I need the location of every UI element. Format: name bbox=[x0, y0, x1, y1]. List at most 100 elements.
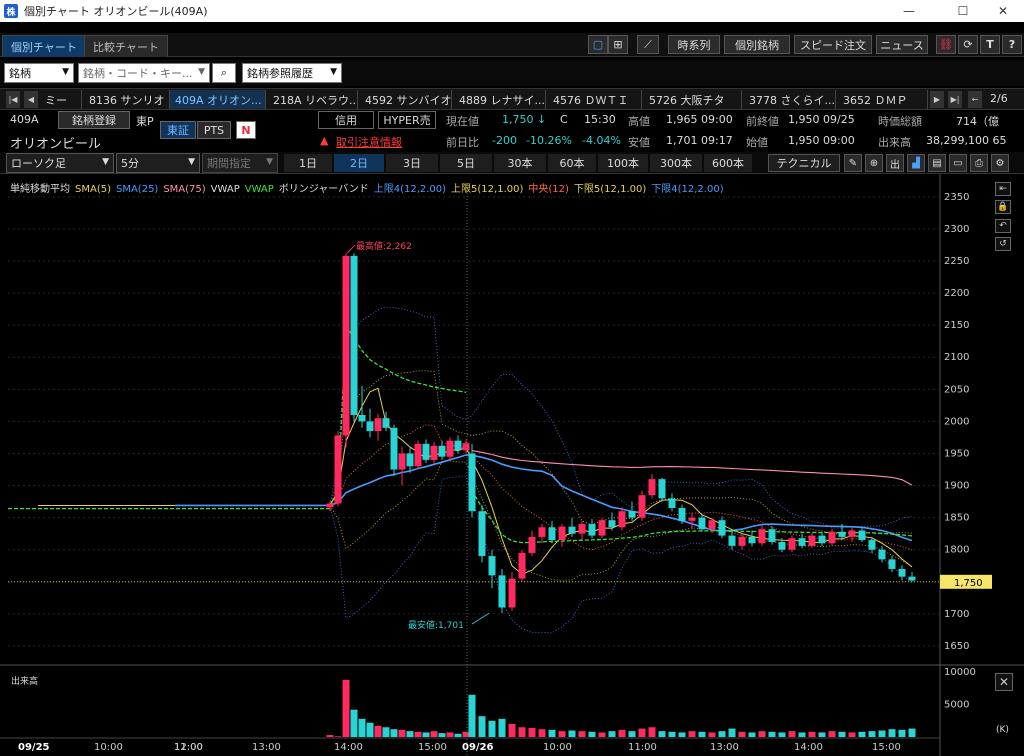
candle-type-select[interactable]: ローソク足 ▼ bbox=[6, 153, 114, 173]
period-select[interactable]: 期間指定 ▼ bbox=[202, 153, 278, 173]
stock-tab-active[interactable]: 409A オリオン... bbox=[170, 90, 266, 109]
candle-body bbox=[888, 559, 896, 569]
stock-tab[interactable]: 3652 ＤＭＰ bbox=[838, 90, 928, 109]
market-tab-tse[interactable]: 東証 bbox=[160, 121, 196, 139]
grid-layout-icon[interactable]: ⊞ bbox=[608, 35, 628, 54]
search-type-label: 銘柄 bbox=[9, 67, 31, 80]
range-3d[interactable]: 3日 bbox=[386, 154, 438, 172]
candle-body bbox=[334, 435, 342, 504]
register-stock-button[interactable]: 銘柄登録 bbox=[58, 111, 130, 129]
volume-bar bbox=[558, 731, 566, 737]
save-icon[interactable]: ▤ bbox=[928, 154, 946, 172]
low-label: 安値 bbox=[628, 136, 650, 149]
search-type-select[interactable]: 銘柄 ▼ bbox=[4, 63, 74, 83]
scroll-top-icon[interactable]: ⇤ bbox=[995, 182, 1011, 196]
volume-toggle-icon[interactable]: 出 bbox=[886, 154, 904, 172]
candle-body bbox=[342, 255, 350, 436]
stock-tab[interactable]: 4889 レナサイ... bbox=[454, 90, 546, 109]
candle-body bbox=[446, 440, 454, 457]
next-icon[interactable]: ▶ bbox=[930, 91, 944, 108]
x-tick-label: 14:00 bbox=[334, 742, 363, 753]
sma25-line bbox=[329, 454, 913, 542]
y-tick-label: 1850 bbox=[944, 513, 969, 524]
stock-tab[interactable]: 4592 サンバイオ bbox=[360, 90, 452, 109]
page-indicator: 2/6 bbox=[990, 92, 1008, 105]
range-5d[interactable]: 5日 bbox=[440, 154, 492, 172]
nikkei-logo-icon[interactable]: N bbox=[236, 121, 256, 139]
speed-order-button[interactable]: スピード注文 bbox=[794, 35, 872, 54]
first-page-icon[interactable]: |◀ bbox=[6, 91, 20, 108]
range-100[interactable]: 100本 bbox=[598, 154, 648, 172]
settings-icon[interactable]: ⚙ bbox=[991, 154, 1009, 172]
range-60[interactable]: 60本 bbox=[548, 154, 596, 172]
help-icon[interactable]: ? bbox=[1002, 35, 1022, 54]
tab-compare-chart[interactable]: 比較チャート bbox=[84, 35, 168, 57]
candle-body bbox=[868, 540, 876, 550]
draw-line-icon[interactable]: ⟋ bbox=[637, 35, 659, 54]
last-page-icon[interactable]: ▶| bbox=[948, 91, 962, 108]
area-chart-icon[interactable]: ▟ bbox=[907, 154, 925, 172]
candle-body bbox=[498, 575, 506, 608]
text-size-icon[interactable]: T bbox=[980, 35, 1000, 54]
individual-stock-button[interactable]: 個別銘柄 bbox=[724, 35, 790, 54]
history-select[interactable]: 銘柄参照履歴 ▼ bbox=[242, 63, 342, 83]
candle-body bbox=[668, 498, 676, 509]
volume-bar bbox=[382, 727, 390, 737]
candle-body bbox=[398, 453, 406, 470]
undo-icon[interactable]: ↶ bbox=[995, 219, 1011, 233]
volume-bar bbox=[334, 736, 342, 737]
chevron-down-icon: ▼ bbox=[62, 67, 69, 77]
x-tick-label: 12:00 bbox=[174, 742, 203, 753]
candle-body bbox=[638, 495, 646, 518]
stock-tab[interactable]: 8136 サンリオ bbox=[84, 90, 170, 109]
volume-bar bbox=[628, 731, 636, 737]
range-2d[interactable]: 2日 bbox=[334, 154, 384, 172]
back-icon[interactable]: ← bbox=[968, 91, 982, 108]
tab-individual-chart[interactable]: 個別チャート bbox=[2, 35, 86, 57]
reset-icon[interactable]: ↺ bbox=[995, 237, 1011, 251]
candle-body bbox=[478, 511, 486, 557]
link-icon[interactable]: ⛓ bbox=[936, 35, 956, 54]
volume-pane-label: 出来高 bbox=[11, 675, 38, 687]
refresh-icon[interactable]: ⟳ bbox=[958, 35, 978, 54]
stock-tab[interactable]: 3778 さくらイ... bbox=[744, 90, 836, 109]
price-chart[interactable]: 2350 2300 2250 2200 2150 2100 2050 2000 1950 1900… bbox=[0, 174, 1024, 756]
range-1d[interactable]: 1日 bbox=[284, 154, 332, 172]
range-30[interactable]: 30本 bbox=[494, 154, 546, 172]
lock-icon[interactable]: 🔒 bbox=[995, 200, 1011, 214]
print-icon[interactable]: ⎙ bbox=[970, 154, 988, 172]
close-volume-icon[interactable]: ✕ bbox=[995, 673, 1013, 691]
prev-icon[interactable]: ◀ bbox=[24, 91, 38, 108]
interval-select[interactable]: 5分 ▼ bbox=[116, 153, 200, 173]
close-window-button[interactable]: ✕ bbox=[997, 4, 1009, 18]
range-600[interactable]: 600本 bbox=[704, 154, 752, 172]
maximize-button[interactable]: ☐ bbox=[957, 4, 969, 18]
timeseries-button[interactable]: 時系列 bbox=[668, 35, 720, 54]
single-layout-icon[interactable]: ▢ bbox=[588, 35, 608, 54]
y-tick-label: 2100 bbox=[944, 352, 969, 363]
stock-tab[interactable]: 5726 大阪チタ bbox=[644, 90, 742, 109]
volume-bar bbox=[528, 727, 536, 737]
volume-bar bbox=[430, 731, 438, 737]
minimize-button[interactable]: — bbox=[903, 4, 915, 18]
range-300[interactable]: 300本 bbox=[650, 154, 702, 172]
legend-item: 下限4(12,2.00) bbox=[651, 184, 724, 195]
credit-button[interactable]: 信用 bbox=[318, 111, 374, 129]
search-icon[interactable]: ⌕ bbox=[212, 63, 236, 83]
hyper-sell-button[interactable]: HYPER売 bbox=[378, 111, 436, 129]
market-cap-value: 714（億 bbox=[956, 115, 999, 128]
search-input[interactable]: 銘柄・コード・キー... ▼ bbox=[78, 63, 210, 83]
stock-tab[interactable]: ミー bbox=[40, 90, 82, 109]
news-button[interactable]: ニュース bbox=[876, 35, 928, 54]
folder-icon[interactable]: ▭ bbox=[949, 154, 967, 172]
x-tick-label: 15:00 bbox=[872, 742, 901, 753]
warning-link[interactable]: 取引注意情報 bbox=[336, 136, 402, 149]
volume-bar bbox=[888, 729, 896, 737]
pencil-icon[interactable]: ✎ bbox=[844, 154, 862, 172]
technical-button[interactable]: テクニカル bbox=[768, 154, 840, 172]
chevron-down-icon: ▼ bbox=[188, 157, 195, 167]
zoom-icon[interactable]: ⊕ bbox=[865, 154, 883, 172]
stock-tab[interactable]: 218A リベラウ... bbox=[268, 90, 358, 109]
stock-tab[interactable]: 4576 ＤＷＴＩ bbox=[548, 90, 642, 109]
market-tab-pts[interactable]: PTS bbox=[197, 121, 231, 139]
